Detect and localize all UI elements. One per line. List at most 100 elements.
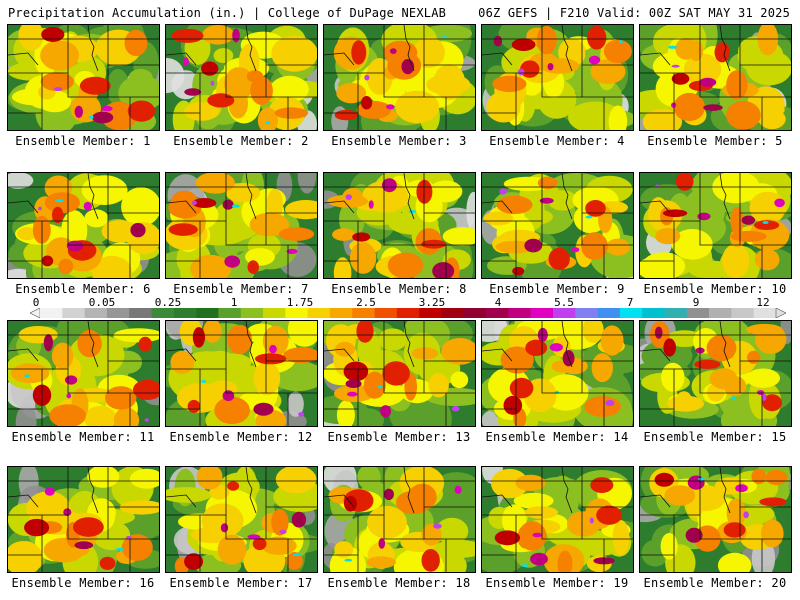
ensemble-member-map bbox=[7, 320, 160, 427]
precip-field bbox=[8, 25, 159, 130]
boundary-line bbox=[8, 220, 159, 246]
ensemble-member-label: Ensemble Member: 7 bbox=[173, 282, 309, 296]
boundary-line bbox=[561, 321, 573, 368]
colorbar-swatch bbox=[84, 308, 108, 318]
boundary-line bbox=[640, 72, 791, 98]
boundary-line bbox=[245, 321, 257, 368]
precip-field bbox=[482, 321, 633, 426]
precip-field bbox=[482, 25, 633, 130]
boundary-line bbox=[482, 494, 513, 508]
precip-field bbox=[166, 467, 317, 572]
colorbar-tick-label: 7 bbox=[626, 296, 634, 309]
precip-field bbox=[482, 467, 633, 572]
ensemble-member-map bbox=[165, 320, 318, 427]
colorbar-swatch bbox=[129, 308, 152, 318]
precip-field bbox=[166, 321, 317, 426]
boundary-line bbox=[8, 368, 159, 394]
ensemble-member-map bbox=[323, 320, 476, 427]
boundary-line bbox=[166, 348, 197, 362]
colorbar-swatch bbox=[151, 308, 175, 318]
precip-field bbox=[8, 467, 159, 572]
boundary-line bbox=[482, 200, 513, 214]
ensemble-member-label: Ensemble Member: 8 bbox=[331, 282, 467, 296]
ensemble-member-label: Ensemble Member: 3 bbox=[331, 134, 467, 148]
ensemble-member-label: Ensemble Member: 16 bbox=[11, 576, 155, 590]
colorbar-swatch bbox=[508, 308, 531, 318]
boundary-line bbox=[8, 52, 39, 66]
boundary-line bbox=[561, 173, 573, 220]
precip-field bbox=[482, 173, 633, 278]
boundary-line bbox=[324, 348, 355, 362]
boundary-line bbox=[8, 348, 39, 362]
colorbar-swatch bbox=[731, 308, 754, 318]
boundary-line bbox=[324, 494, 355, 508]
boundary-line bbox=[719, 25, 731, 72]
boundary-line bbox=[640, 200, 671, 214]
boundary-line bbox=[403, 467, 415, 514]
boundary-line bbox=[324, 200, 355, 214]
colorbar-tick-label: 1.75 bbox=[286, 296, 314, 309]
colorbar-swatch bbox=[753, 308, 777, 318]
colorbar-tick-label: 9 bbox=[692, 296, 700, 309]
colorbar-swatch bbox=[285, 308, 308, 318]
ensemble-member-label: Ensemble Member: 10 bbox=[643, 282, 787, 296]
ensemble-member-label: Ensemble Member: 20 bbox=[643, 576, 787, 590]
boundary-line bbox=[482, 220, 633, 246]
boundary-line bbox=[403, 173, 415, 220]
ensemble-member-map bbox=[165, 172, 318, 279]
boundary-line bbox=[166, 514, 317, 540]
boundary-line bbox=[482, 52, 513, 66]
colorbar-swatch bbox=[686, 308, 710, 318]
boundary-line bbox=[719, 321, 731, 368]
ensemble-member-map bbox=[639, 320, 792, 427]
boundary-line bbox=[8, 200, 39, 214]
precip-field bbox=[324, 173, 475, 278]
precip-field bbox=[166, 25, 317, 130]
ensemble-member-label: Ensemble Member: 11 bbox=[11, 430, 155, 444]
ensemble-member-map bbox=[7, 24, 160, 131]
boundary-line bbox=[166, 368, 317, 394]
ensemble-member-map bbox=[481, 466, 634, 573]
precip-field bbox=[166, 173, 317, 278]
colorbar-swatch bbox=[419, 308, 442, 318]
boundary-line bbox=[561, 25, 573, 72]
boundary-line bbox=[640, 348, 671, 362]
colorbar-swatch bbox=[709, 308, 732, 318]
boundary-line bbox=[87, 173, 99, 220]
precip-field bbox=[640, 321, 791, 426]
ensemble-member-map bbox=[165, 466, 318, 573]
boundary-line bbox=[640, 368, 791, 394]
colorbar-swatch bbox=[106, 308, 130, 318]
colorbar-tick-label: 2.5 bbox=[356, 296, 376, 309]
boundary-line bbox=[640, 514, 791, 540]
precip-field bbox=[324, 25, 475, 130]
header-run-info: 06Z GEFS | F210 Valid: 00Z SAT MAY 31 20… bbox=[478, 6, 790, 20]
colorbar-tick-label: 0.25 bbox=[154, 296, 182, 309]
colorbar-tick-label: 0 bbox=[32, 296, 40, 309]
boundary-line bbox=[87, 467, 99, 514]
ensemble-member-map bbox=[481, 320, 634, 427]
boundary-line bbox=[166, 494, 197, 508]
colorbar-swatch bbox=[240, 308, 264, 318]
ensemble-member-label: Ensemble Member: 1 bbox=[15, 134, 151, 148]
boundary-line bbox=[482, 514, 633, 540]
ensemble-member-map bbox=[323, 24, 476, 131]
boundary-line bbox=[640, 220, 791, 246]
boundary-line bbox=[719, 467, 731, 514]
ensemble-member-label: Ensemble Member: 13 bbox=[327, 430, 471, 444]
ensemble-member-label: Ensemble Member: 6 bbox=[15, 282, 151, 296]
ensemble-member-map bbox=[639, 466, 792, 573]
boundary-line bbox=[640, 494, 671, 508]
boundary-line bbox=[324, 52, 355, 66]
boundary-line bbox=[166, 52, 197, 66]
precip-field bbox=[640, 467, 791, 572]
precip-field bbox=[324, 321, 475, 426]
colorbar-swatch bbox=[263, 308, 286, 318]
precip-field bbox=[640, 173, 791, 278]
ensemble-member-label: Ensemble Member: 14 bbox=[485, 430, 629, 444]
boundary-line bbox=[719, 173, 731, 220]
colorbar-swatch bbox=[664, 308, 688, 318]
ensemble-member-label: Ensemble Member: 4 bbox=[489, 134, 625, 148]
colorbar-tick-label: 1 bbox=[230, 296, 238, 309]
ensemble-member-label: Ensemble Member: 2 bbox=[173, 134, 309, 148]
